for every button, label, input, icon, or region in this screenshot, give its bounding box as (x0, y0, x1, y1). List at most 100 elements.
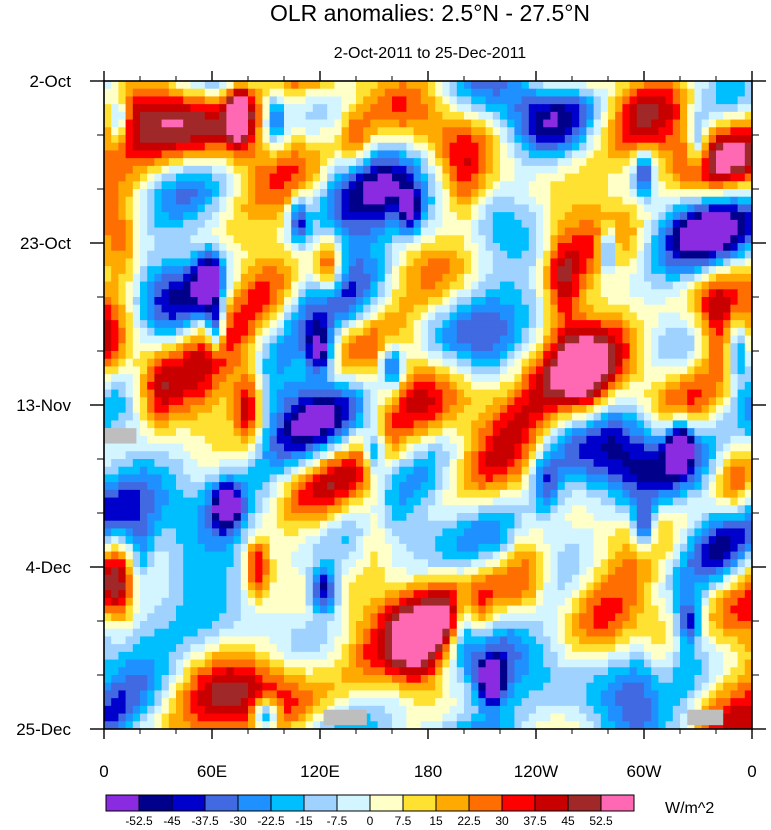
heatmap-cell (140, 389, 148, 398)
heatmap-cell (212, 327, 220, 337)
heatmap-cell (118, 297, 127, 306)
heatmap-cell (226, 505, 235, 514)
heatmap-cell (672, 196, 681, 206)
heatmap-cell (449, 96, 458, 105)
heatmap-cell (694, 219, 703, 229)
heatmap-cell (716, 196, 724, 206)
heatmap-cell (183, 374, 191, 383)
heatmap-cell (312, 474, 321, 483)
heatmap-cell (694, 389, 703, 398)
heatmap-cell (464, 104, 472, 113)
heatmap-cell (291, 150, 299, 159)
heatmap-cell (644, 88, 652, 98)
heatmap-cell (651, 443, 659, 452)
heatmap-cell (615, 189, 623, 198)
heatmap-cell (593, 451, 602, 460)
heatmap-cell (492, 320, 501, 329)
heatmap-cell (629, 420, 638, 429)
heatmap-cell (125, 142, 134, 152)
heatmap-cell (197, 258, 206, 267)
heatmap-cell (507, 466, 515, 476)
heatmap-cell (284, 327, 292, 337)
heatmap-cell (226, 304, 235, 314)
heatmap-cell (240, 104, 249, 113)
heatmap-cell (212, 150, 220, 159)
heatmap-cell (248, 266, 256, 275)
heatmap-cell (629, 358, 638, 368)
heatmap-cell (327, 412, 335, 422)
heatmap-cell (291, 235, 299, 244)
heatmap-cell (132, 135, 141, 144)
heatmap-cell (680, 173, 688, 182)
heatmap-cell (593, 111, 602, 121)
heatmap-cell (557, 397, 566, 406)
heatmap-cell (147, 505, 155, 514)
heatmap-cell (233, 366, 242, 375)
heatmap-cell (464, 158, 472, 167)
heatmap-cell (442, 297, 451, 306)
heatmap-cell (723, 320, 731, 329)
heatmap-cell (132, 351, 141, 360)
heatmap-cell (341, 412, 350, 422)
heatmap-cell (363, 281, 371, 290)
heatmap-cell (744, 482, 752, 491)
heatmap-cell (197, 196, 206, 206)
heatmap-cell (204, 443, 213, 452)
heatmap-cell (586, 111, 595, 121)
heatmap-cell (500, 81, 508, 90)
heatmap-cell (550, 397, 559, 406)
heatmap-cell (744, 289, 752, 298)
heatmap-cell (276, 466, 285, 476)
heatmap-cell (694, 81, 703, 90)
heatmap-cell (615, 374, 623, 383)
heatmap-cell (536, 227, 544, 236)
heatmap-cell (377, 158, 386, 167)
heatmap-cell (557, 150, 566, 159)
heatmap-cell (644, 435, 652, 445)
heatmap-cell (255, 497, 263, 506)
heatmap-cell (514, 466, 523, 476)
heatmap-cell (118, 212, 127, 221)
heatmap-cell (586, 474, 595, 483)
heatmap-cell (269, 258, 278, 267)
heatmap-cell (168, 119, 177, 128)
heatmap-cell (651, 320, 659, 329)
heatmap-cell (197, 389, 206, 398)
heatmap-cell (183, 489, 191, 499)
heatmap-cell (132, 142, 141, 152)
heatmap-cell (348, 266, 357, 275)
heatmap-cell (572, 497, 580, 506)
heatmap-cell (701, 181, 710, 190)
heatmap-cell (276, 150, 285, 159)
heatmap-cell (600, 420, 609, 429)
heatmap-cell (507, 320, 515, 329)
heatmap-cell (399, 258, 407, 267)
heatmap-cell (521, 428, 530, 437)
heatmap-cell (572, 88, 580, 98)
heatmap-cell (197, 158, 206, 167)
heatmap-cell (140, 451, 148, 460)
heatmap-cell (399, 459, 407, 468)
heatmap-cell (723, 435, 731, 445)
heatmap-cell (140, 297, 148, 306)
heatmap-cell (197, 420, 206, 429)
heatmap-cell (572, 227, 580, 236)
heatmap-cell (471, 173, 479, 182)
heatmap-cell (348, 158, 357, 167)
heatmap-cell (442, 374, 451, 383)
heatmap-cell (521, 389, 530, 398)
heatmap-cell (327, 142, 335, 152)
heatmap-cell (132, 250, 141, 260)
heatmap-cell (557, 158, 566, 167)
heatmap-cell (284, 204, 292, 213)
heatmap-cell (428, 304, 436, 314)
heatmap-cell (636, 474, 645, 483)
heatmap-cell (464, 219, 472, 229)
heatmap-cell (284, 173, 292, 182)
heatmap-cell (665, 158, 674, 167)
heatmap-cell (399, 451, 407, 460)
heatmap-cell (118, 142, 127, 152)
heatmap-cell (708, 227, 717, 236)
heatmap-cell (341, 281, 350, 290)
heatmap-cell (672, 219, 681, 229)
